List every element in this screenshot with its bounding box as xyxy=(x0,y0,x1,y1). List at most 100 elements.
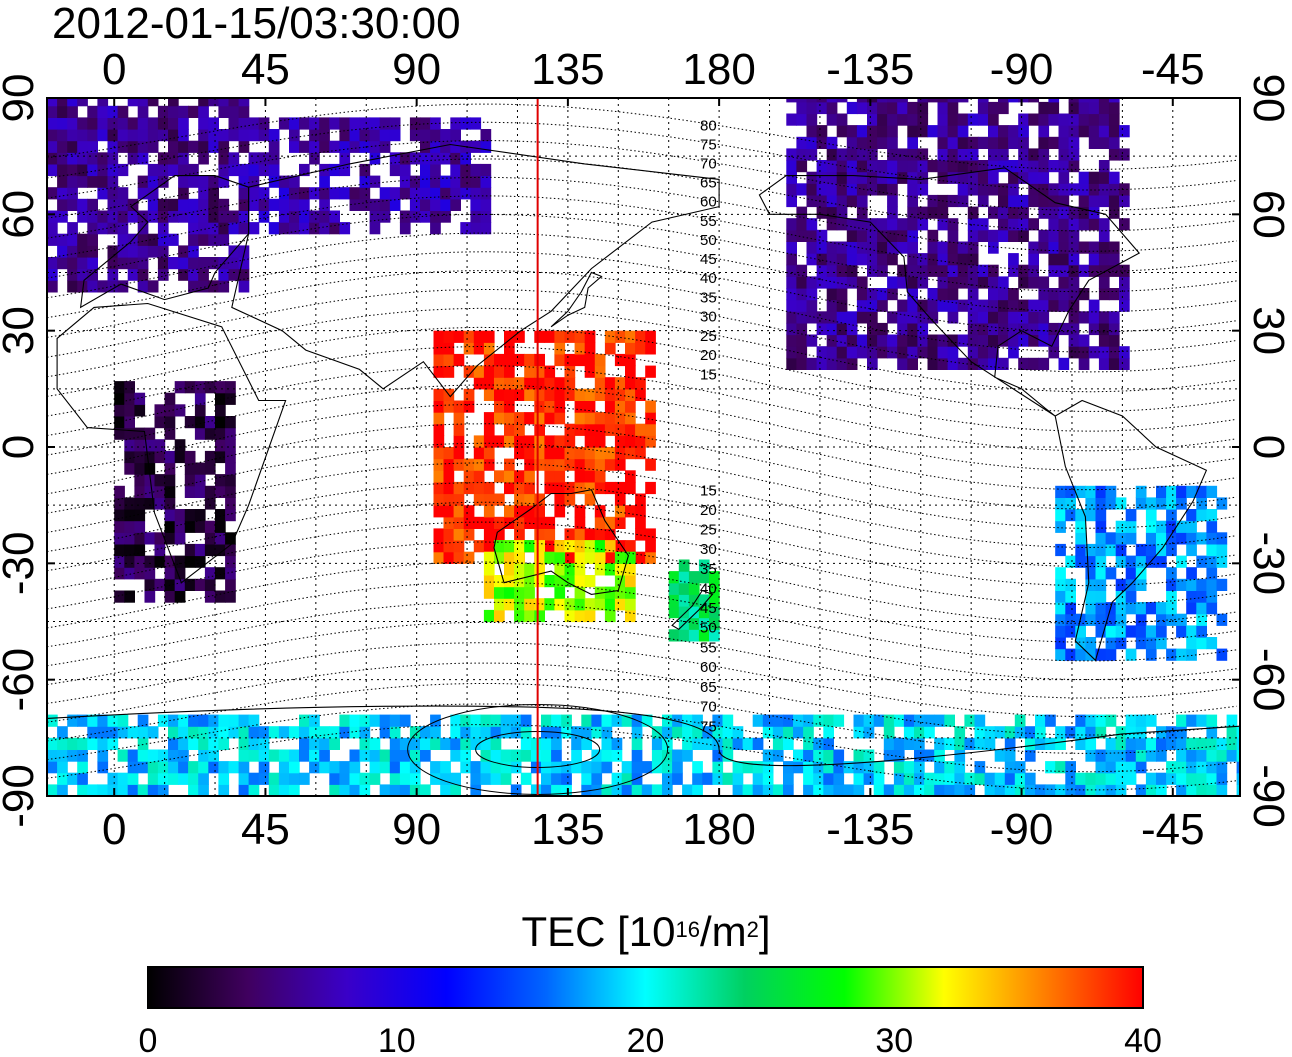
tec-cell xyxy=(947,346,959,359)
tec-cell xyxy=(937,264,949,277)
tec-cell xyxy=(967,322,979,336)
tec-cell xyxy=(796,299,808,312)
tec-cell xyxy=(1028,264,1039,277)
tec-cell xyxy=(504,388,515,401)
tec-cell xyxy=(117,117,129,130)
tec-cell xyxy=(534,516,545,529)
tec-cell xyxy=(772,726,784,739)
tec-cell xyxy=(1216,772,1228,785)
tec-cell xyxy=(494,388,505,401)
tec-cell xyxy=(988,322,999,336)
tec-cell xyxy=(1085,726,1097,739)
tec-cell xyxy=(836,288,848,301)
tec-cell xyxy=(897,264,908,277)
tec-cell xyxy=(494,609,505,623)
tec-cell xyxy=(47,187,58,200)
tec-cell xyxy=(208,129,219,142)
tec-cell xyxy=(1098,194,1110,208)
tec-cell xyxy=(184,450,196,464)
tec-cell xyxy=(1068,299,1080,312)
tec-cell xyxy=(157,175,169,188)
tec-cell xyxy=(947,136,959,149)
tec-cell xyxy=(944,784,955,796)
tec-cell xyxy=(443,516,455,529)
tec-cell xyxy=(278,784,290,796)
tec-cell xyxy=(846,346,858,359)
tec-cell xyxy=(1075,543,1086,557)
tec-cell xyxy=(188,761,199,774)
tec-cell xyxy=(514,412,525,425)
tec-cell xyxy=(564,575,576,588)
tec-cell xyxy=(504,423,515,436)
tec-cell xyxy=(967,148,979,161)
tec-cell xyxy=(554,435,566,448)
tec-cell xyxy=(198,152,209,165)
tec-cell xyxy=(450,726,461,739)
tec-cell xyxy=(604,540,616,553)
tec-cell xyxy=(1088,171,1100,184)
tec-cell xyxy=(1048,113,1060,126)
tec-cell xyxy=(1105,784,1117,796)
tec-cell xyxy=(258,749,270,762)
tec-cell xyxy=(339,117,351,130)
tec-cell xyxy=(998,299,1009,312)
tec-cell xyxy=(137,152,149,165)
tec-cell xyxy=(806,113,818,126)
tec-cell xyxy=(134,555,146,568)
tec-cell xyxy=(268,772,280,785)
tec-cell xyxy=(309,749,320,762)
tec-cell xyxy=(893,761,905,774)
tec-cell xyxy=(692,772,703,785)
tec-cell xyxy=(409,152,421,165)
tec-cell xyxy=(1018,334,1029,347)
tec-cell xyxy=(194,509,206,522)
tec-cell xyxy=(460,726,471,739)
tec-cell xyxy=(1055,590,1066,603)
tec-cell xyxy=(473,458,485,471)
map-grid xyxy=(47,98,1240,796)
tec-cell xyxy=(893,737,905,750)
tec-cell xyxy=(483,493,495,506)
tec-cell xyxy=(1058,194,1070,208)
tec-cell xyxy=(453,551,465,564)
tec-cell xyxy=(520,772,532,785)
tec-cell xyxy=(470,726,482,739)
tec-cell xyxy=(137,268,149,281)
tec-cell xyxy=(107,175,119,188)
tec-cell xyxy=(238,772,250,785)
tec-cell xyxy=(67,163,78,177)
tec-cell xyxy=(614,540,626,553)
tec-cell xyxy=(594,481,606,495)
tec-cell xyxy=(154,439,166,452)
tec-cell xyxy=(1045,784,1056,796)
tec-cell xyxy=(124,462,135,475)
tec-cell xyxy=(87,714,98,727)
tec-cell xyxy=(1075,726,1086,739)
tec-cell xyxy=(937,241,949,254)
tec-cell xyxy=(856,160,868,173)
tec-cell xyxy=(907,346,918,359)
tec-cell xyxy=(514,505,525,518)
tec-cell xyxy=(682,749,693,762)
tec-cell xyxy=(157,268,169,281)
tec-cell xyxy=(927,334,939,347)
tec-cell xyxy=(309,714,320,727)
tec-cell xyxy=(998,288,1009,301)
tec-cell xyxy=(188,772,199,785)
tec-cell xyxy=(564,388,576,401)
tec-cell xyxy=(614,586,626,599)
tec-cell xyxy=(1018,171,1029,184)
tec-cell xyxy=(483,458,495,471)
tec-cell xyxy=(204,567,216,580)
tec-cell xyxy=(47,105,58,118)
tec-cell xyxy=(806,288,818,301)
tec-cell xyxy=(867,357,878,370)
contour-label: 65 xyxy=(700,175,717,192)
tec-cell xyxy=(77,117,88,130)
tec-cell xyxy=(117,280,129,293)
tec-cell xyxy=(178,210,189,223)
tec-cell xyxy=(625,609,636,623)
tec-cell xyxy=(137,140,149,153)
tec-cell xyxy=(1095,613,1107,626)
map-ticks xyxy=(47,97,1240,797)
